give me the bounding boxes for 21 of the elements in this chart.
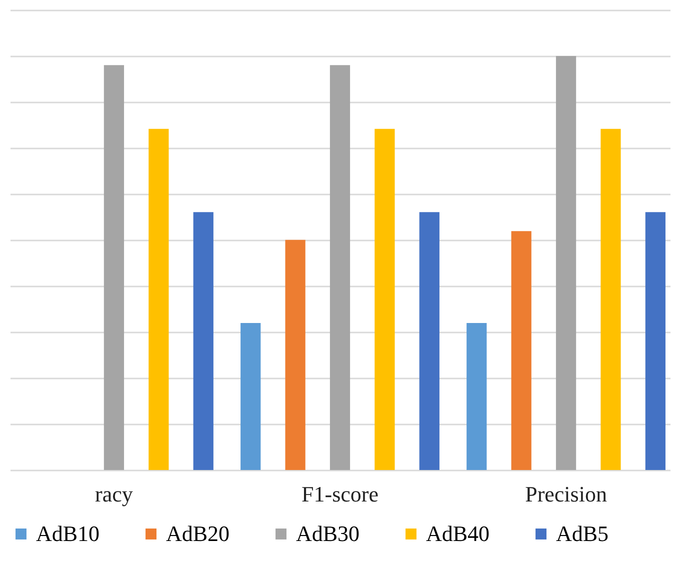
bar [374, 128, 395, 470]
x-tick-label: F1-score [302, 482, 378, 506]
bar [511, 231, 532, 470]
legend-label: AdB5 [556, 521, 609, 546]
x-tick-label: racy [95, 482, 133, 506]
legend-label: AdB10 [36, 521, 100, 546]
bar [193, 212, 214, 470]
legend-label: AdB20 [166, 521, 230, 546]
legend-label: AdB30 [296, 521, 360, 546]
bar [556, 56, 576, 470]
bar [240, 323, 261, 470]
bar [645, 212, 666, 470]
bar [419, 212, 440, 470]
bar [466, 323, 487, 470]
bar [148, 128, 169, 470]
bar [104, 65, 124, 470]
x-tick-label: Precision [525, 482, 607, 506]
bar [330, 65, 350, 470]
bar [600, 128, 621, 470]
bar [285, 240, 306, 470]
legend-label: AdB40 [426, 521, 490, 546]
